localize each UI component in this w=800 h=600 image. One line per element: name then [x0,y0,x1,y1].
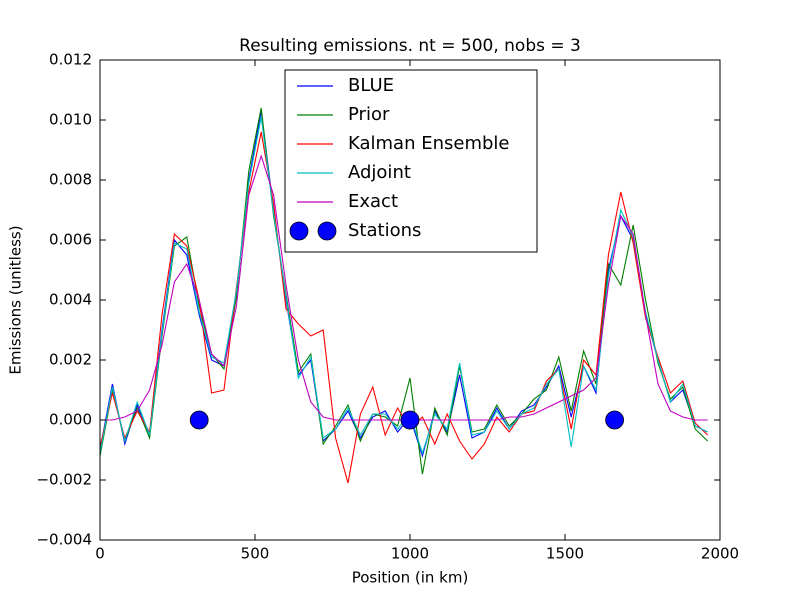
legend-marker [317,221,337,241]
y-tick-label: 0.000 [49,411,92,429]
y-tick-label: 0.012 [49,51,92,69]
y-tick-label: −0.004 [36,531,92,549]
x-tick-label: 500 [241,545,270,563]
x-axis-label: Position (in km) [352,569,469,587]
y-tick-label: 0.004 [49,291,92,309]
y-axis-label: Emissions (unitless) [7,225,25,374]
y-tick-label: −0.002 [36,471,92,489]
station-marker [605,410,624,430]
legend-label: Prior [348,104,390,125]
legend-label: Adjoint [348,162,411,183]
y-tick-label: 0.006 [49,231,92,249]
legend-label: BLUE [348,75,394,96]
legend-label: Stations [348,220,421,241]
legend-label: Exact [348,191,398,212]
station-marker [400,410,420,430]
y-tick-label: 0.002 [49,351,92,369]
x-tick-label: 0 [95,545,105,563]
station-marker [189,410,209,430]
y-tick-label: 0.010 [49,111,92,129]
plot-area [100,107,708,484]
x-tick-label: 2000 [701,545,739,563]
x-tick-label: 1500 [546,545,584,563]
legend-marker [289,221,309,241]
y-tick-label: 0.008 [49,171,92,189]
x-tick-label: 1000 [391,545,429,563]
chart-title: Resulting emissions. nt = 500, nobs = 3 [239,36,581,56]
legend-label: Kalman Ensemble [348,133,509,154]
